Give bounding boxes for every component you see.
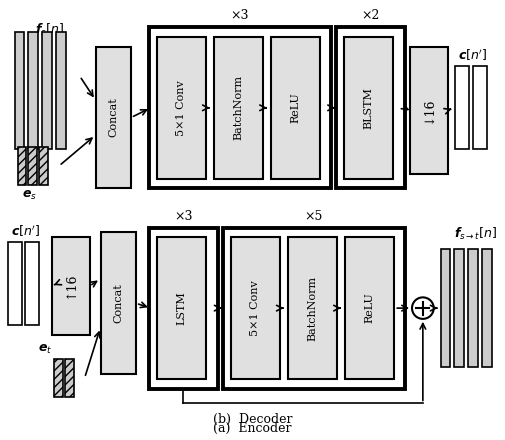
Text: 5×1 Conv: 5×1 Conv — [176, 80, 186, 136]
Bar — [157, 37, 206, 179]
Bar — [101, 232, 136, 374]
Bar — [96, 47, 131, 188]
Text: $\boldsymbol{f}_{s\to t}[n]$: $\boldsymbol{f}_{s\to t}[n]$ — [453, 226, 497, 242]
Bar — [54, 359, 63, 396]
Bar — [343, 37, 392, 179]
Text: BatchNorm: BatchNorm — [233, 75, 243, 140]
Bar — [440, 249, 449, 367]
Text: ×5: ×5 — [304, 209, 322, 223]
Bar — [467, 249, 477, 367]
Text: $\boldsymbol{e}_t$: $\boldsymbol{e}_t$ — [38, 343, 52, 356]
Text: $\boldsymbol{f}_s[n]$: $\boldsymbol{f}_s[n]$ — [35, 22, 64, 38]
Bar — [472, 66, 486, 149]
Text: ↓16: ↓16 — [422, 97, 434, 124]
Bar — [271, 37, 320, 179]
Bar — [230, 237, 279, 379]
Bar — [453, 249, 464, 367]
Bar — [148, 27, 330, 188]
Text: $\boldsymbol{e}_s$: $\boldsymbol{e}_s$ — [22, 189, 37, 202]
Text: ReLU: ReLU — [290, 92, 300, 123]
Text: BLSTM: BLSTM — [363, 87, 373, 129]
Bar — [157, 237, 206, 379]
Bar — [148, 227, 217, 389]
Bar — [18, 147, 26, 184]
Text: $\boldsymbol{c}[n^{\prime}]$: $\boldsymbol{c}[n^{\prime}]$ — [458, 48, 487, 63]
Text: Concat: Concat — [109, 98, 119, 137]
Bar — [56, 32, 66, 149]
Bar — [344, 237, 393, 379]
Bar — [335, 27, 405, 188]
Bar — [287, 237, 336, 379]
Bar — [39, 147, 48, 184]
Text: ×3: ×3 — [174, 209, 192, 223]
Bar — [409, 47, 446, 174]
Bar — [65, 359, 74, 396]
Text: ×3: ×3 — [230, 9, 248, 22]
Bar — [52, 237, 89, 335]
Bar — [222, 227, 405, 389]
Bar — [42, 32, 52, 149]
Text: ReLU: ReLU — [364, 293, 374, 323]
Bar — [454, 66, 468, 149]
Text: 5×1 Conv: 5×1 Conv — [250, 280, 260, 336]
Bar — [214, 37, 263, 179]
Bar — [481, 249, 491, 367]
Bar — [8, 242, 22, 325]
Text: Concat: Concat — [114, 283, 123, 323]
Text: $\boldsymbol{c}[n^{\prime}]$: $\boldsymbol{c}[n^{\prime}]$ — [11, 224, 40, 239]
Text: LSTM: LSTM — [176, 291, 186, 325]
Text: (a)  Encoder: (a) Encoder — [213, 422, 291, 435]
Text: (b)  Decoder: (b) Decoder — [212, 413, 291, 426]
Bar — [25, 242, 39, 325]
Text: ↑16: ↑16 — [64, 273, 77, 299]
Bar — [28, 32, 38, 149]
Text: ×2: ×2 — [361, 9, 379, 22]
Text: BatchNorm: BatchNorm — [307, 275, 317, 341]
Bar — [28, 147, 37, 184]
Bar — [15, 32, 24, 149]
